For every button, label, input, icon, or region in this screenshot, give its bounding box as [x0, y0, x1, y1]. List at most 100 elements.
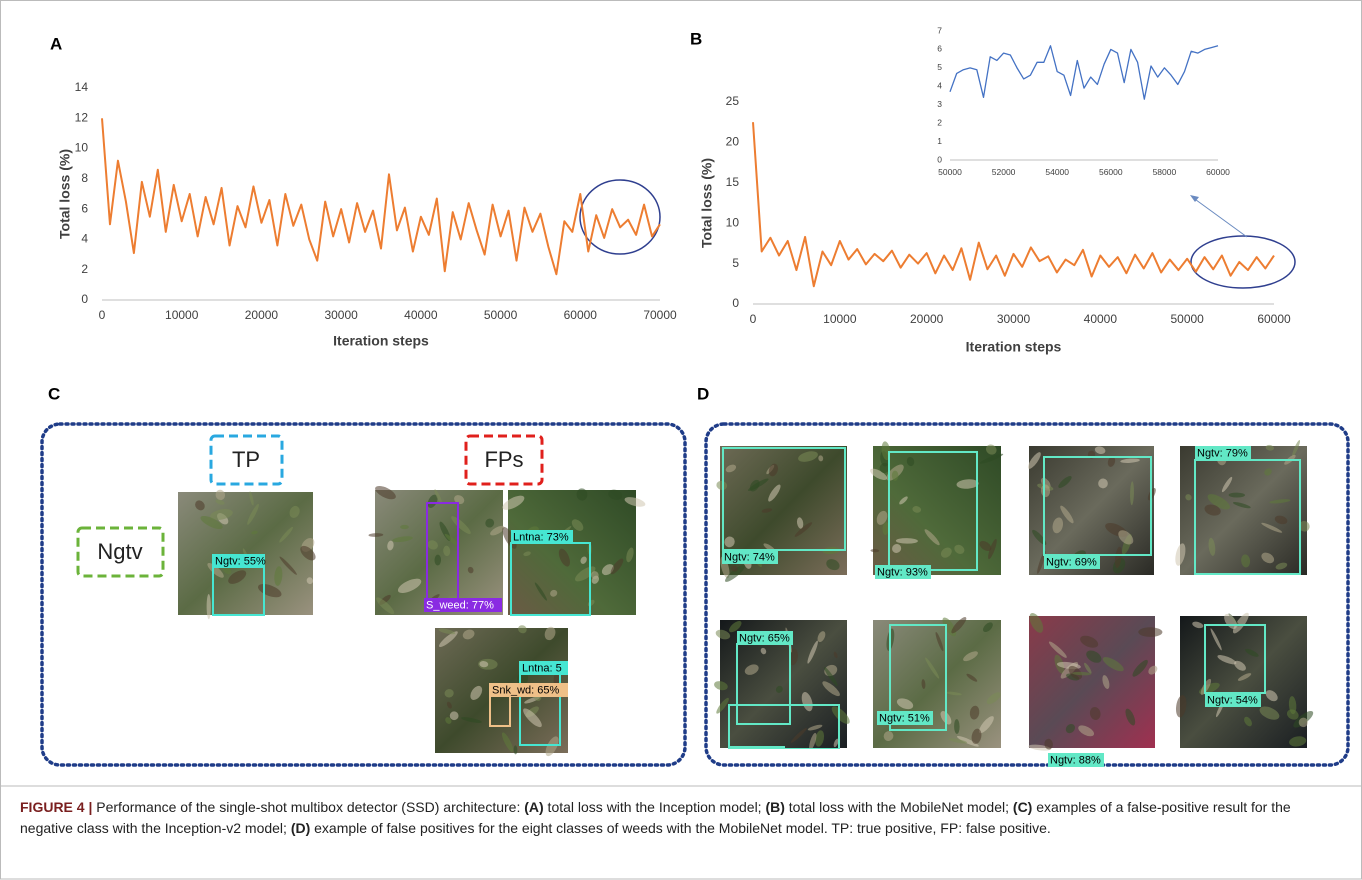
panel-letter: B	[690, 29, 702, 48]
y-tick-label: 0	[732, 296, 739, 310]
photo-detail	[801, 692, 813, 712]
x-tick-label: 10000	[823, 312, 857, 326]
photo-detail	[912, 506, 922, 513]
photo-detail	[200, 515, 223, 530]
photo-detail	[788, 648, 798, 666]
photo	[1180, 446, 1307, 575]
photo-detail	[1120, 458, 1140, 463]
photo-detail	[1228, 492, 1246, 498]
x-tick-label: 70000	[643, 308, 677, 322]
detection-label: S_weed: 77%	[426, 599, 494, 611]
photo-detail	[558, 548, 570, 567]
photo-detail	[1058, 476, 1072, 488]
photo-detail	[207, 562, 224, 578]
x-axis-title: Iteration steps	[333, 333, 429, 349]
photo-detail	[485, 518, 495, 528]
detection-label: Ngtv: 54%	[1207, 694, 1258, 706]
photo-detail	[831, 706, 850, 724]
photo-detail	[809, 732, 817, 751]
photo-detail	[954, 544, 965, 554]
photo-detail	[1052, 517, 1064, 534]
y-tick-label: 6	[937, 44, 942, 54]
y-tick-label: 20	[726, 135, 740, 149]
photo-detail	[798, 451, 818, 462]
photo-detail	[1261, 522, 1283, 533]
photo-detail	[1275, 562, 1288, 570]
y-tick-label: 5	[937, 62, 942, 72]
photo-detail	[988, 538, 997, 560]
photo-detail	[1148, 665, 1158, 675]
photo-detail	[1098, 478, 1108, 489]
photo-detail	[716, 480, 728, 490]
detection-label-bg	[511, 530, 573, 544]
detection-label: Ngtv: 55%	[215, 555, 266, 567]
x-tick-label: 40000	[1084, 312, 1118, 326]
photo	[1029, 616, 1155, 748]
photo-detail	[1217, 655, 1237, 665]
y-tick-label: 0	[937, 154, 942, 164]
photo-detail	[1204, 504, 1221, 516]
photo-detail	[376, 597, 395, 615]
photo-detail	[1037, 550, 1046, 574]
photo-detail	[1029, 612, 1044, 633]
photo-detail	[1102, 657, 1124, 672]
detection-label-bg	[877, 711, 933, 725]
photo-detail	[454, 495, 465, 505]
photo-detail	[924, 529, 940, 546]
caption: FIGURE 4 | Performance of the single-sho…	[20, 797, 1345, 839]
photo-detail	[725, 564, 746, 582]
photo-detail	[925, 657, 940, 679]
panel-letter: D	[697, 384, 709, 403]
arrow	[1191, 196, 1248, 238]
y-tick-label: 2	[81, 262, 88, 276]
photo-detail	[1044, 738, 1053, 750]
photo-detail	[624, 497, 646, 507]
photo-detail	[206, 594, 211, 620]
photo-detail	[1261, 552, 1275, 564]
photo-detail	[443, 545, 451, 557]
photo-detail	[807, 640, 818, 664]
caption-text: example of false positives for the eight…	[310, 820, 1051, 836]
photo-detail	[794, 522, 813, 537]
photo-detail	[1107, 456, 1116, 467]
photo-detail	[479, 661, 489, 668]
photo-detail	[1237, 673, 1252, 681]
x-tick-label: 0	[750, 312, 757, 326]
fps-label: FPs	[484, 447, 523, 472]
detection-label-bg	[722, 550, 778, 564]
loss-line	[101, 118, 661, 276]
photo-detail	[775, 685, 783, 693]
photo	[873, 446, 1001, 575]
photo-detail	[768, 484, 781, 502]
photo-detail	[444, 533, 460, 547]
photo-detail	[1048, 641, 1067, 658]
detection-label: Ngtv: 74%	[724, 551, 775, 563]
photo-detail	[591, 571, 599, 580]
photo-detail	[951, 617, 967, 634]
y-tick-label: 2	[937, 117, 942, 127]
photo-detail	[451, 516, 471, 535]
photo-detail	[392, 536, 413, 543]
detection-label: Snk_wd: 65%	[492, 684, 559, 696]
detection-label: Ngtv: 93%	[877, 566, 928, 578]
photo-detail	[571, 519, 584, 531]
photo-detail	[891, 470, 899, 481]
photo-detail	[815, 730, 825, 747]
x-tick-label: 20000	[245, 308, 279, 322]
photo-detail	[761, 508, 773, 513]
photo-detail	[1072, 671, 1092, 676]
photo-detail	[760, 647, 767, 655]
figure-border	[0, 0, 1362, 787]
x-tick-label: 10000	[165, 308, 199, 322]
photo-detail	[1269, 499, 1291, 504]
detection-label: Lntna: 5	[522, 662, 562, 674]
photo-edge	[720, 749, 848, 761]
photo-detail	[969, 705, 980, 720]
detection-label-bg	[1044, 555, 1100, 569]
photo-detail	[725, 464, 737, 473]
detection-label: Ngtv: 69%	[1046, 556, 1097, 568]
photo-detail	[1185, 494, 1192, 501]
photo-detail	[300, 545, 316, 561]
photo-detail	[1089, 706, 1101, 720]
photo-detail	[921, 679, 926, 689]
